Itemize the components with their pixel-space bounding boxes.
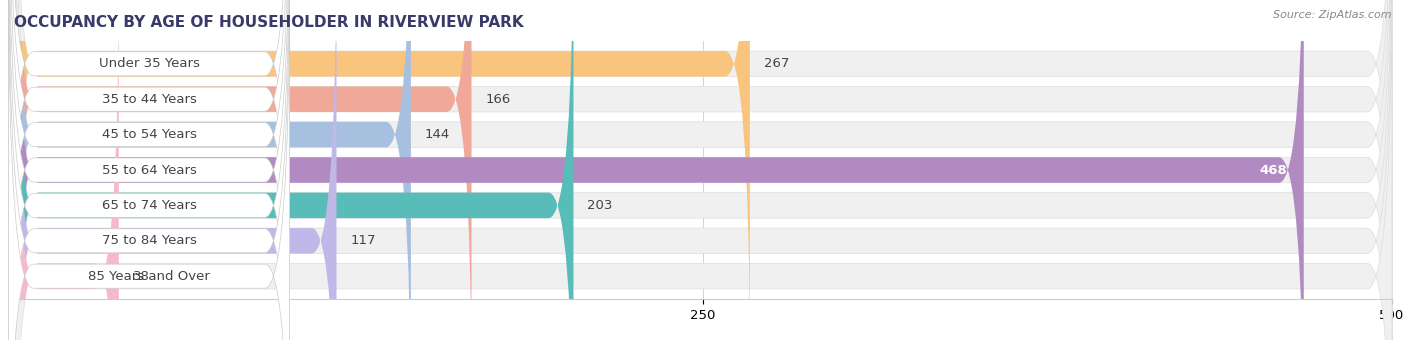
- FancyBboxPatch shape: [14, 0, 1392, 340]
- FancyBboxPatch shape: [8, 0, 290, 340]
- FancyBboxPatch shape: [14, 0, 1392, 340]
- FancyBboxPatch shape: [14, 0, 411, 340]
- FancyBboxPatch shape: [14, 0, 1392, 340]
- Text: 468: 468: [1260, 164, 1288, 176]
- FancyBboxPatch shape: [14, 0, 336, 340]
- FancyBboxPatch shape: [14, 0, 1392, 340]
- Text: OCCUPANCY BY AGE OF HOUSEHOLDER IN RIVERVIEW PARK: OCCUPANCY BY AGE OF HOUSEHOLDER IN RIVER…: [14, 15, 523, 30]
- Text: 203: 203: [588, 199, 613, 212]
- FancyBboxPatch shape: [8, 0, 290, 340]
- Text: 45 to 54 Years: 45 to 54 Years: [101, 128, 197, 141]
- FancyBboxPatch shape: [14, 0, 1303, 340]
- Text: 38: 38: [132, 270, 149, 283]
- Text: 75 to 84 Years: 75 to 84 Years: [101, 234, 197, 247]
- Text: 117: 117: [350, 234, 375, 247]
- FancyBboxPatch shape: [14, 0, 1392, 340]
- FancyBboxPatch shape: [14, 0, 118, 340]
- FancyBboxPatch shape: [14, 0, 1392, 340]
- Text: Under 35 Years: Under 35 Years: [98, 57, 200, 70]
- FancyBboxPatch shape: [8, 0, 290, 340]
- Text: 166: 166: [485, 93, 510, 106]
- Text: 85 Years and Over: 85 Years and Over: [89, 270, 209, 283]
- FancyBboxPatch shape: [14, 0, 471, 340]
- Text: 55 to 64 Years: 55 to 64 Years: [101, 164, 197, 176]
- FancyBboxPatch shape: [8, 0, 290, 340]
- FancyBboxPatch shape: [8, 0, 290, 340]
- FancyBboxPatch shape: [14, 0, 1392, 340]
- Text: 144: 144: [425, 128, 450, 141]
- Text: Source: ZipAtlas.com: Source: ZipAtlas.com: [1274, 10, 1392, 20]
- Text: 35 to 44 Years: 35 to 44 Years: [101, 93, 197, 106]
- Text: 267: 267: [763, 57, 789, 70]
- FancyBboxPatch shape: [8, 0, 290, 340]
- FancyBboxPatch shape: [14, 0, 749, 340]
- Text: 65 to 74 Years: 65 to 74 Years: [101, 199, 197, 212]
- FancyBboxPatch shape: [14, 0, 574, 340]
- FancyBboxPatch shape: [8, 0, 290, 340]
